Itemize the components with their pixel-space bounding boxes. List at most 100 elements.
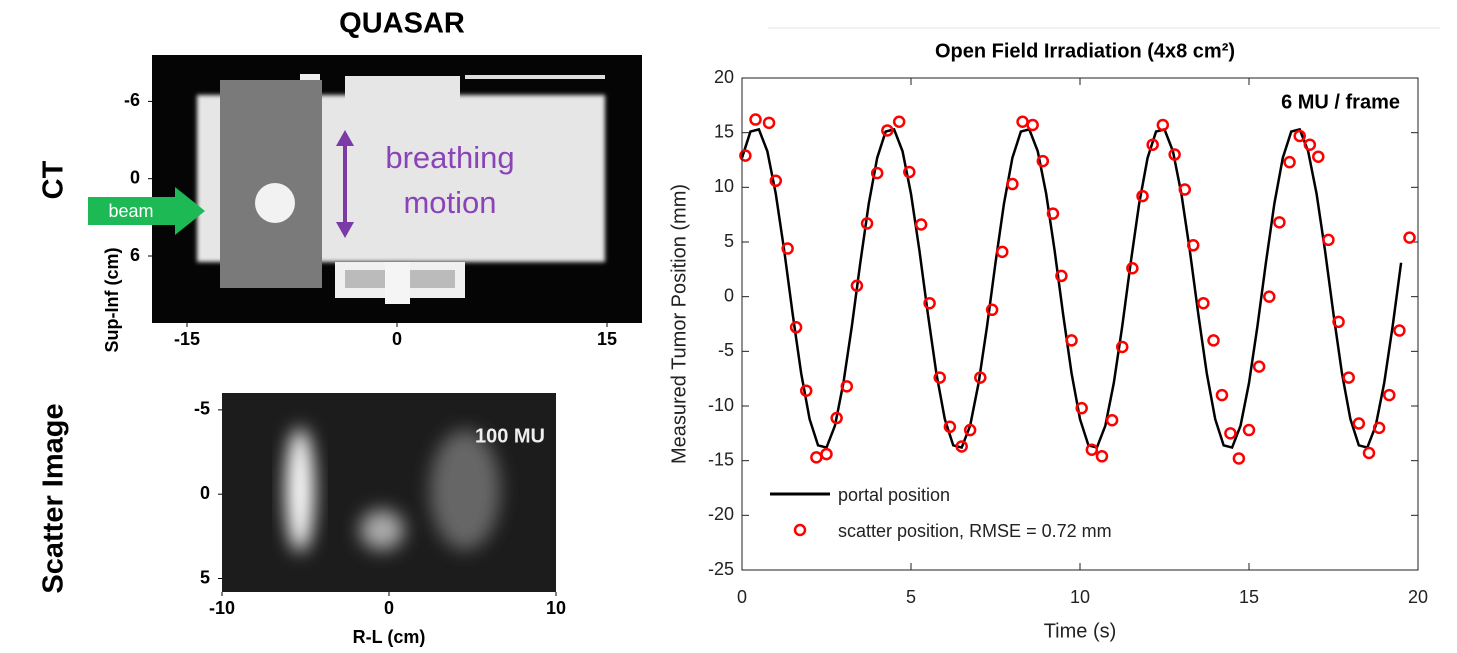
y-axis-label: Measured Tumor Position (mm) [668,184,690,464]
scatter-point [1006,177,1019,191]
scatter-point [892,115,906,128]
y-tick-label: 15 [714,121,734,141]
legend-label: scatter position, RMSE = 0.72 mm [838,521,1112,541]
scatter-point [1372,421,1386,435]
scatter-point [1046,207,1060,220]
scatter-point [781,242,794,255]
scatter-point [1197,296,1210,310]
motion-label: breathing [385,140,514,175]
x-tick-label: 20 [1408,587,1428,607]
x-axis-label: Time (s) [1044,620,1117,642]
scatter-point [1273,216,1286,229]
scatter-point [974,371,987,384]
y-tick-label: 5 [724,231,734,251]
scatter-point [1224,427,1237,440]
scatter-point [1036,154,1050,168]
scatter-point [1312,150,1325,163]
scatter-point [955,440,968,453]
y-tick-label: 0 [200,483,210,503]
scatter-point [762,116,776,130]
scatter-point [789,321,803,334]
y-tick-label: -10 [708,395,734,415]
scatter-point [850,279,864,292]
y-tick-label: -20 [708,504,734,524]
panel-label: CT [38,160,70,199]
x-tick-label: 10 [546,598,566,618]
scatter-point [1283,155,1296,169]
scatter-point [1293,129,1306,143]
y-axis-label: Sup-Inf (cm) [102,248,122,353]
annotation: 6 MU / frame [1281,91,1400,113]
dose-label: 100 MU [475,425,545,447]
scatter-point [1065,334,1078,347]
scatter-point [943,420,957,434]
scatter-point [1342,371,1355,384]
legend-marker [793,523,807,537]
chart-title: Open Field Irradiation (4x8 cm²) [935,40,1235,62]
scatter-point [1186,239,1200,252]
x-tick-label: 0 [392,329,402,349]
scatter-point [1178,183,1192,196]
scatter-point [933,371,946,384]
scatter-point [1026,118,1039,132]
y-tick-label: 20 [714,67,734,87]
ct-image [88,55,642,323]
scatter-point [1207,334,1220,347]
scatter-point [1095,450,1109,463]
x-axis-label: R-L (cm) [353,627,426,647]
scatter-point [1383,388,1396,402]
panel-label: Scatter Image [38,403,70,593]
x-tick-label: 0 [737,587,747,607]
scatter-point [1156,118,1170,132]
y-tick-label: 6 [130,245,140,265]
y-tick-label: -5 [718,340,734,360]
panel-title: QUASAR [339,8,465,40]
y-tick-label: 5 [200,567,210,587]
scatter-point [1393,324,1406,337]
scatter-point [799,384,813,397]
y-tick-label: -5 [194,399,210,419]
scatter-point [769,174,783,188]
scatter-point [903,165,916,179]
scatter-point [1085,443,1099,456]
scatter-point [739,149,752,162]
x-tick-label: -15 [174,329,200,349]
plot-area [742,78,1418,570]
y-tick-label: -25 [708,559,734,579]
x-tick-label: -10 [209,598,235,618]
scatter-point [1303,138,1317,151]
beam-label: beam [108,201,153,221]
scatter-image [222,393,556,592]
scatter-point [1146,138,1159,151]
scatter-point [914,218,928,231]
scatter-point [1116,340,1129,354]
scatter-point [963,423,977,437]
scatter-point [820,447,833,461]
y-tick-label: -15 [708,449,734,469]
legend-label: portal position [838,485,950,505]
scatter-point [1055,269,1068,283]
scatter-point [1332,315,1345,329]
scatter-point [840,380,854,393]
axes-box [741,77,1419,571]
y-tick-label: 0 [724,285,734,305]
scatter-point [1242,423,1256,437]
scatter-point [923,296,936,310]
scatter-point [1075,401,1088,415]
scatter-point [1215,388,1229,402]
y-tick-label: 10 [714,176,734,196]
scatter-point [1105,413,1119,427]
x-tick-label: 15 [1239,587,1259,607]
line-series [740,127,1403,450]
scatter-point [830,411,843,425]
scatter-point [881,124,894,137]
y-tick-label: 0 [130,167,140,187]
x-tick-label: 10 [1070,587,1090,607]
x-tick-label: 0 [384,598,394,618]
scatter-point [1352,417,1366,430]
scatter-point [860,217,874,230]
motion-label: motion [403,185,496,220]
scatter-point [749,113,762,126]
scatter-point [1322,233,1335,247]
